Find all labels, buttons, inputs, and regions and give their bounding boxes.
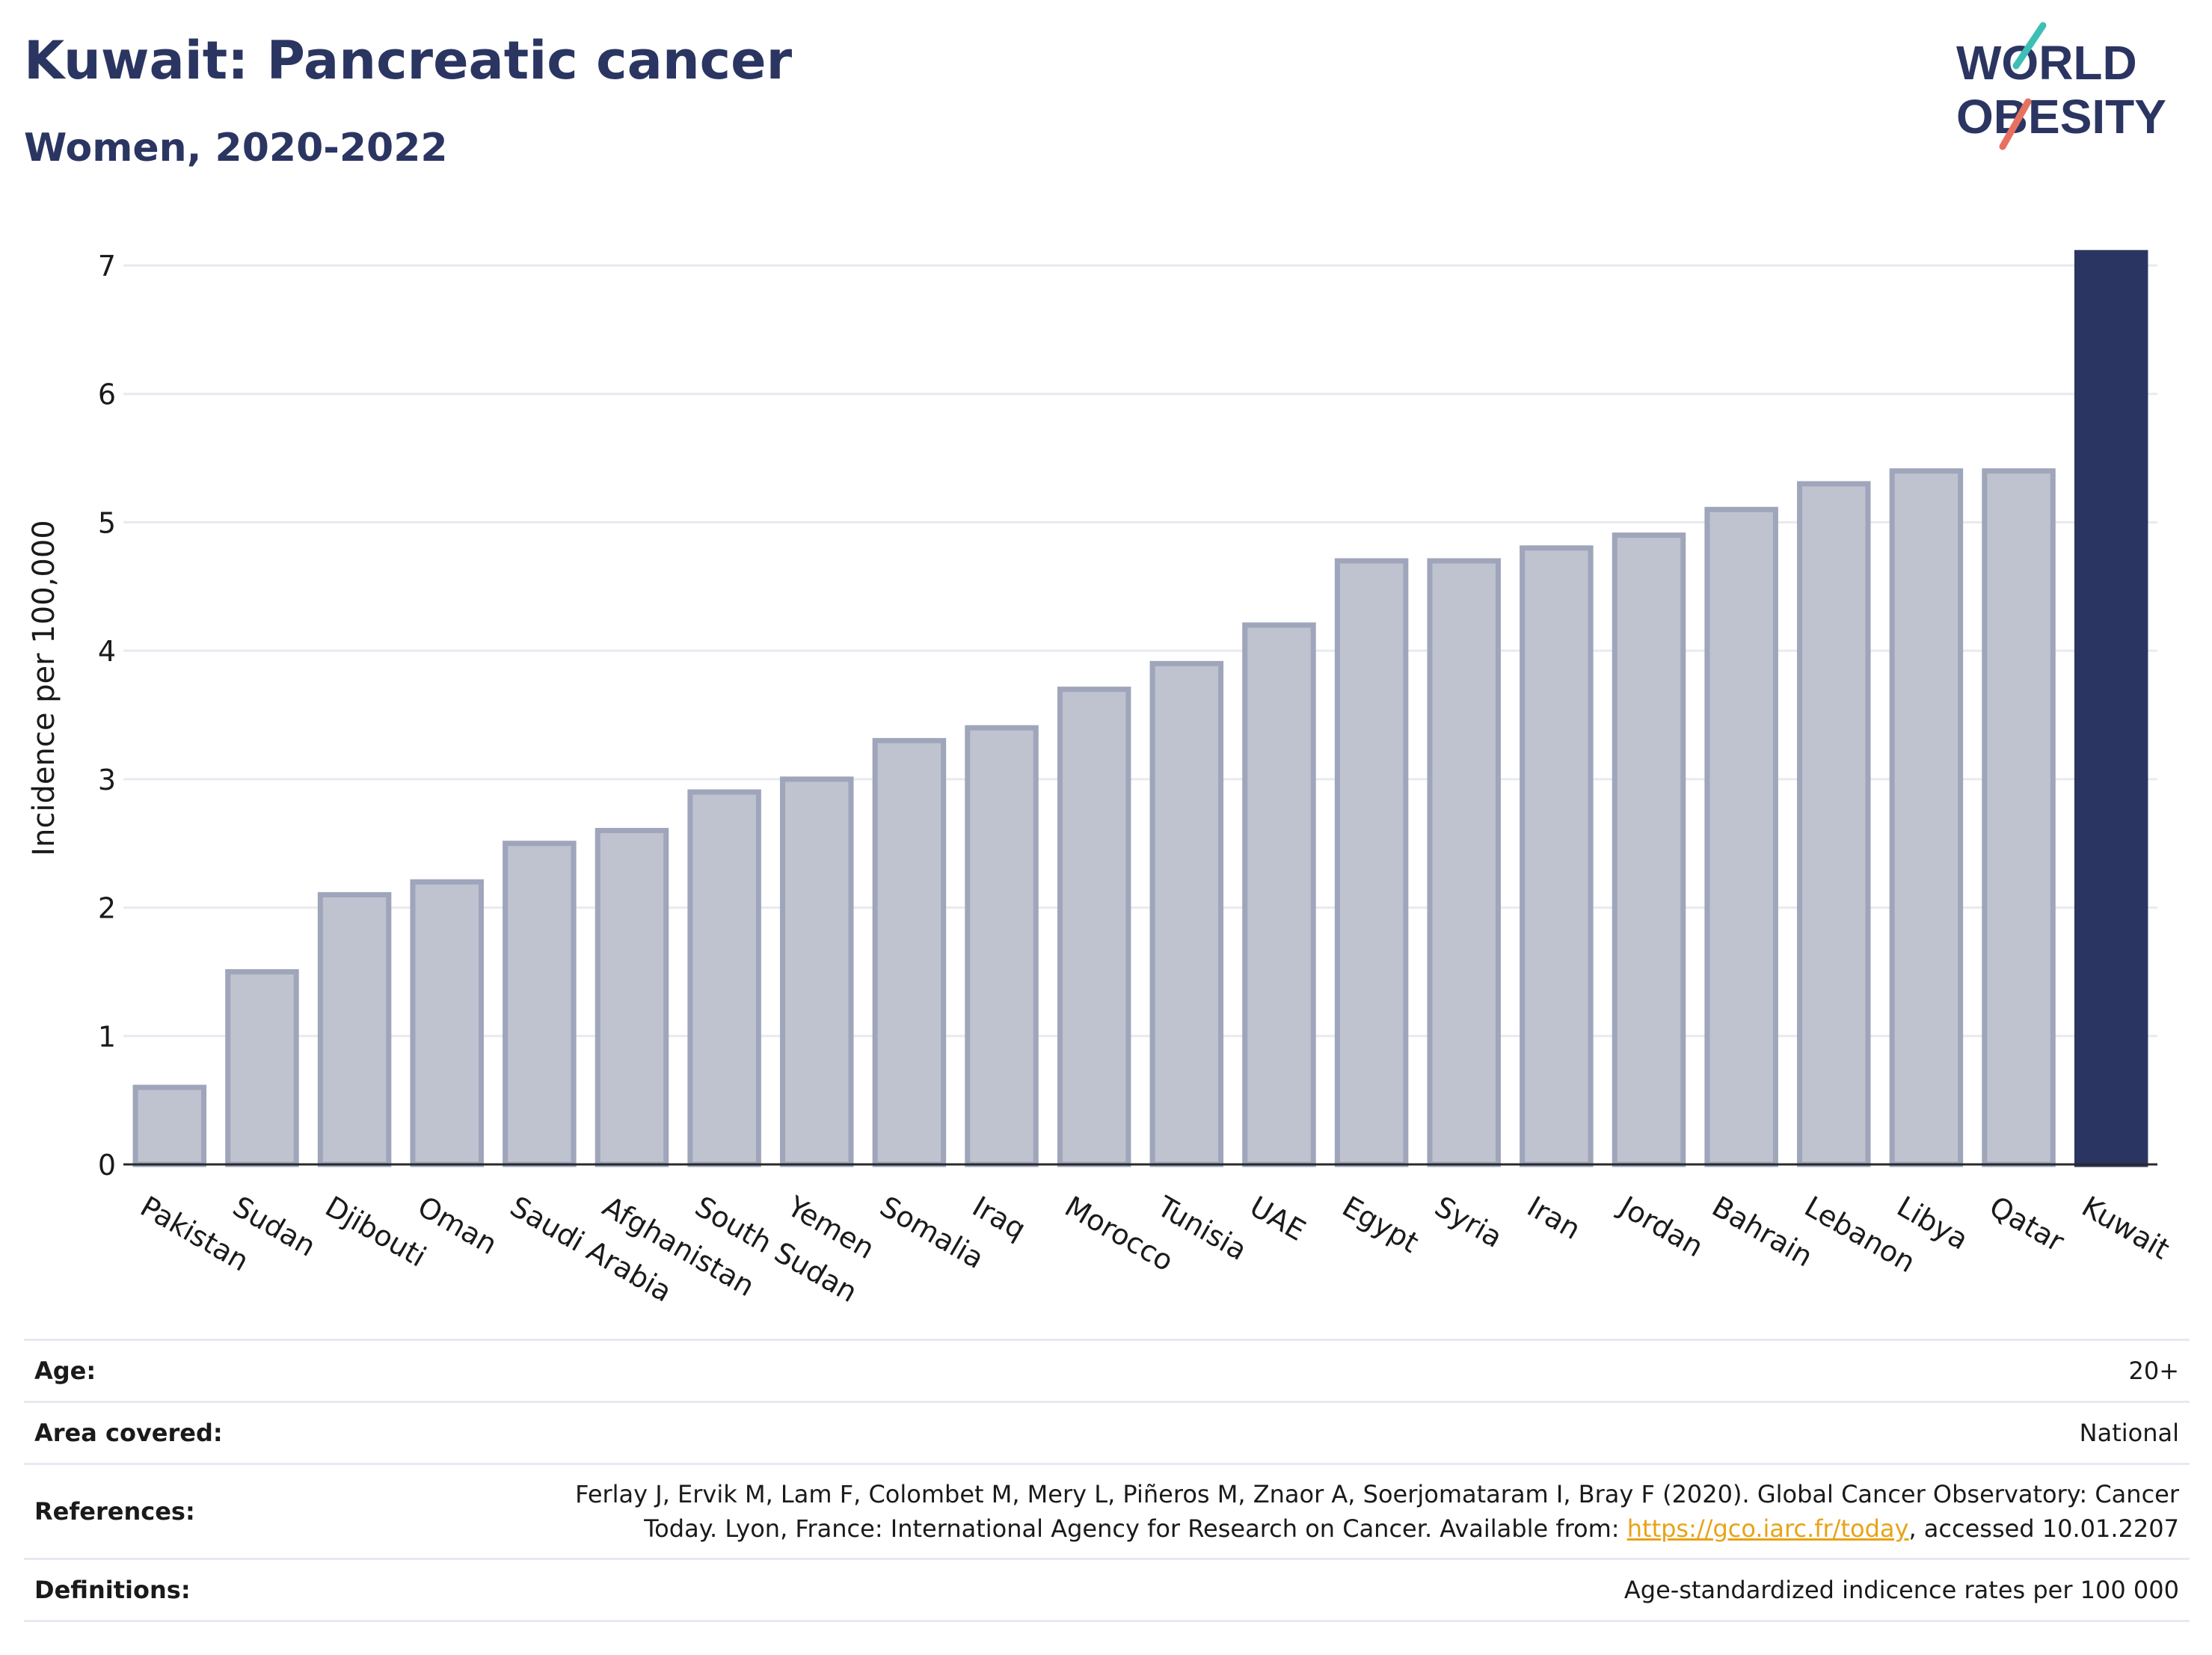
reference-link[interactable]: https://gco.iarc.fr/today	[1626, 1514, 1909, 1543]
bar-djibouti	[317, 891, 392, 1167]
bar-syria	[1427, 558, 1501, 1167]
x-tick-label: Djibouti	[320, 1190, 432, 1274]
x-tick-label: Bahrain	[1706, 1190, 1818, 1274]
y-tick-label: 3	[98, 764, 116, 796]
world-obesity-logo: WORLD OBESITY	[1956, 22, 2166, 150]
meta-key: References:	[34, 1497, 195, 1526]
meta-value: 20+	[2128, 1357, 2179, 1385]
bar-iran	[1520, 545, 1594, 1167]
x-tick-label: Egypt	[1337, 1190, 1425, 1259]
reference-line2: Today. Lyon, France: International Agenc…	[644, 1514, 1627, 1543]
bar-sudan	[225, 968, 299, 1167]
y-tick-label: 4	[98, 635, 116, 668]
bar-pakistan	[132, 1084, 207, 1167]
bar-morocco	[1057, 687, 1131, 1167]
y-tick-label: 1	[98, 1020, 116, 1053]
reference-line1: Ferlay J, Ervik M, Lam F, Colombet M, Me…	[575, 1480, 2179, 1508]
meta-row-definitions: Definitions: Age-standardized indicence …	[24, 1558, 2190, 1622]
y-axis-label: Incidence per 100,000	[27, 520, 61, 856]
x-tick-label: Somalia	[874, 1190, 989, 1275]
y-tick-label: 7	[98, 250, 116, 283]
y-tick-label: 0	[98, 1149, 116, 1182]
meta-value: Age-standardized indicence rates per 100…	[1623, 1576, 2179, 1604]
bar-qatar	[1982, 468, 2056, 1167]
bar-jordan	[1612, 532, 1686, 1167]
bar-libya	[1889, 468, 1964, 1167]
bar-iraq	[965, 725, 1039, 1167]
bar-bahrain	[1704, 506, 1778, 1167]
bar-kuwait	[2074, 250, 2148, 1167]
y-axis-ticks: 0 1 2 3 4 5 6 7	[98, 250, 116, 1182]
logo-slash-bottom	[1999, 98, 2032, 150]
bar-somalia	[872, 737, 947, 1167]
bar-afghanistan	[595, 828, 669, 1167]
bar-tunisia	[1149, 660, 1224, 1167]
metadata-table: Age: 20+ Area covered: National Referenc…	[24, 1339, 2190, 1622]
bar-oman	[410, 879, 484, 1167]
y-tick-label: 5	[98, 506, 116, 539]
y-tick-label: 6	[98, 378, 116, 411]
bars	[132, 250, 2148, 1167]
bar-egypt	[1334, 558, 1409, 1167]
logo-line1: WORLD	[1956, 36, 2137, 90]
meta-row-area: Area covered: National	[24, 1401, 2190, 1463]
meta-key: Area covered:	[34, 1419, 223, 1447]
bar-saudi-arabia	[503, 841, 577, 1167]
meta-row-age: Age: 20+	[24, 1339, 2190, 1401]
bar-south-sudan	[687, 789, 761, 1167]
logo-slash-top	[2012, 22, 2047, 70]
x-tick-label: Iran	[1522, 1190, 1586, 1246]
x-tick-label: Qatar	[1984, 1190, 2070, 1259]
page-subtitle: Women, 2020-2022	[24, 126, 448, 171]
page-title: Kuwait: Pancreatic cancer	[24, 30, 793, 91]
reference-line2-end: , accessed 10.01.2207	[1908, 1514, 2179, 1543]
y-tick-label: 2	[98, 892, 116, 925]
meta-row-references: References: Ferlay J, Ervik M, Lam F, Co…	[24, 1463, 2190, 1558]
meta-key: Age:	[34, 1357, 96, 1385]
x-tick-label: Jordan	[1613, 1189, 1709, 1264]
x-tick-label: Syria	[1429, 1190, 1508, 1254]
meta-value: National	[2079, 1419, 2179, 1447]
x-tick-label: Kuwait	[2077, 1190, 2175, 1266]
x-tick-label: Iraq	[967, 1190, 1031, 1246]
bar-lebanon	[1797, 481, 1871, 1167]
meta-value: Ferlay J, Ervik M, Lam F, Colombet M, Me…	[575, 1477, 2190, 1546]
x-tick-label: UAE	[1244, 1190, 1311, 1247]
meta-key: Definitions:	[34, 1576, 191, 1604]
bar-uae	[1242, 622, 1316, 1167]
bar-yemen	[780, 776, 854, 1167]
logo-line2: OBESITY	[1956, 90, 2166, 144]
